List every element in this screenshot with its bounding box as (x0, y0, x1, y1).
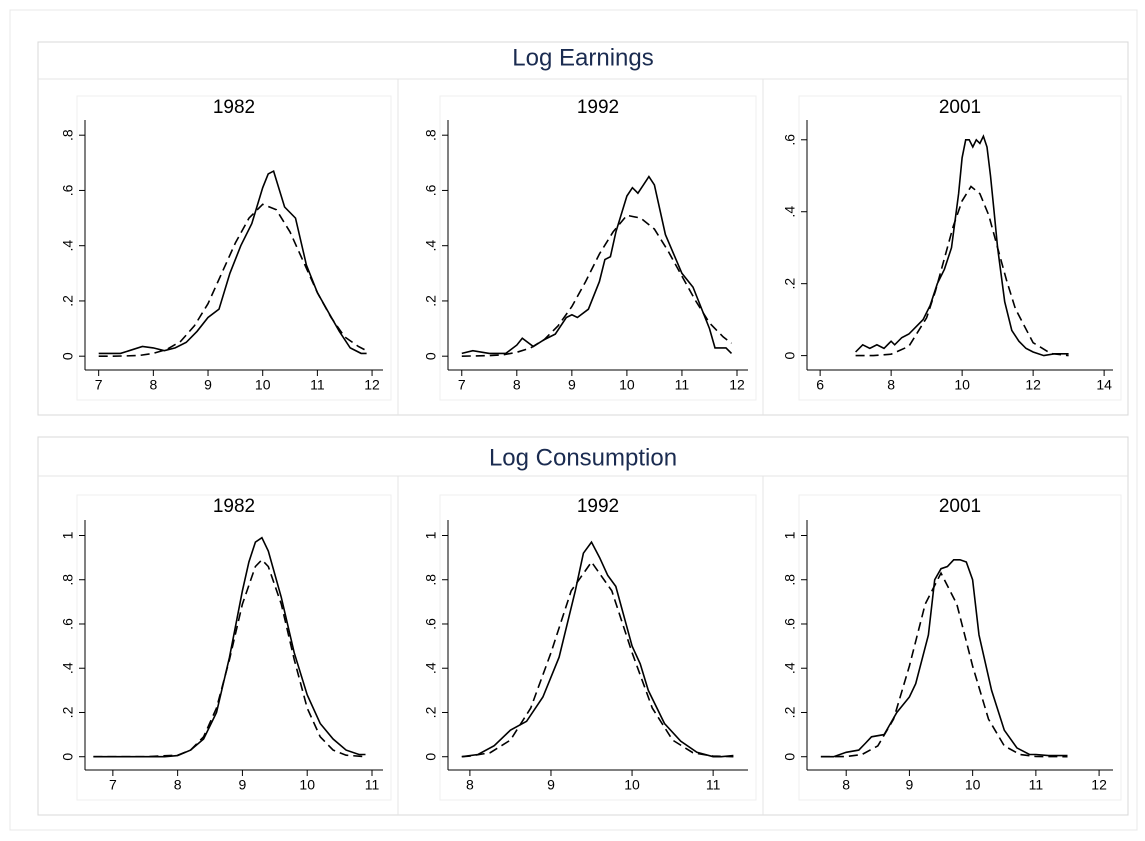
plot-region (798, 494, 1122, 801)
y-tick-label: .4 (423, 662, 439, 674)
y-tick-label: 1 (782, 531, 798, 539)
x-tick-label: 12 (729, 377, 745, 393)
plot-region (439, 95, 757, 401)
y-tick-label: .6 (423, 618, 439, 630)
panel-frame (37, 41, 1129, 416)
chart-title: 2001 (939, 97, 981, 118)
x-tick-label: 9 (547, 777, 555, 793)
x-tick-label: 9 (568, 377, 576, 393)
panel-title: Log Consumption (489, 444, 677, 471)
plot-region (76, 494, 392, 801)
x-tick-label: 9 (239, 777, 247, 793)
x-tick-label: 6 (816, 377, 824, 393)
y-tick-label: .6 (60, 618, 76, 630)
x-tick-label: 8 (466, 777, 474, 793)
x-tick-label: 8 (149, 377, 157, 393)
x-tick-label: 12 (364, 377, 380, 393)
y-tick-label: 1 (423, 531, 439, 539)
x-tick-label: 14 (1096, 377, 1112, 393)
density-line (461, 560, 734, 758)
x-tick-label: 12 (1091, 777, 1107, 793)
y-tick-label: .2 (782, 706, 798, 718)
y-tick-label: 1 (60, 531, 76, 539)
density-line (98, 203, 367, 357)
y-tick-label: .4 (423, 240, 439, 252)
x-tick-label: 9 (204, 377, 212, 393)
y-tick-label: .8 (423, 129, 439, 141)
x-tick-label: 10 (624, 777, 640, 793)
x-tick-label: 10 (619, 377, 635, 393)
y-tick-label: .8 (423, 574, 439, 586)
density-line (93, 558, 366, 758)
y-tick-label: .2 (60, 706, 76, 718)
chart-title: 2001 (939, 496, 981, 517)
x-tick-label: 10 (954, 377, 970, 393)
y-tick-label: .4 (782, 662, 798, 674)
density-line (461, 540, 734, 758)
y-tick-label: .4 (782, 206, 798, 218)
density-line (461, 214, 732, 357)
x-tick-label: 11 (706, 777, 721, 793)
y-tick-label: .8 (60, 574, 76, 586)
panel-frame (37, 436, 1129, 816)
x-tick-label: 8 (887, 377, 895, 393)
plot-region (439, 494, 757, 801)
y-tick-label: 0 (423, 753, 439, 761)
y-tick-label: .8 (782, 574, 798, 586)
y-tick-label: 0 (423, 352, 439, 360)
y-tick-label: .4 (60, 662, 76, 674)
y-tick-label: .2 (423, 295, 439, 307)
density-line (820, 571, 1068, 758)
x-tick-label: 10 (965, 777, 981, 793)
y-tick-label: 0 (60, 753, 76, 761)
density-line (820, 559, 1068, 758)
y-tick-label: .6 (782, 618, 798, 630)
x-tick-label: 7 (95, 377, 103, 393)
chart-title: 1982 (213, 97, 255, 118)
x-tick-label: 12 (1025, 377, 1041, 393)
x-tick-label: 11 (675, 377, 690, 393)
y-tick-label: .6 (60, 184, 76, 196)
density-line (98, 169, 367, 355)
x-tick-label: 11 (1029, 777, 1044, 793)
panel-title: Log Earnings (512, 44, 653, 71)
y-tick-label: 0 (782, 753, 798, 761)
plot-region (76, 95, 392, 401)
x-tick-label: 7 (458, 377, 466, 393)
y-tick-label: .6 (423, 184, 439, 196)
chart-title: 1982 (213, 496, 255, 517)
y-tick-label: .2 (60, 295, 76, 307)
y-tick-label: .4 (60, 240, 76, 252)
y-tick-label: 0 (60, 352, 76, 360)
x-tick-label: 9 (906, 777, 914, 793)
x-tick-label: 7 (109, 777, 117, 793)
x-tick-label: 10 (299, 777, 315, 793)
y-tick-label: .2 (782, 278, 798, 290)
x-tick-label: 10 (255, 377, 271, 393)
x-tick-label: 8 (174, 777, 182, 793)
plot-region (798, 95, 1122, 401)
y-tick-label: .6 (782, 134, 798, 146)
chart-title: 1992 (577, 496, 619, 517)
x-tick-label: 8 (513, 377, 521, 393)
density-line (855, 185, 1069, 357)
chart-title: 1992 (577, 97, 619, 118)
x-tick-label: 11 (365, 777, 380, 793)
density-line (461, 175, 733, 355)
y-tick-label: .2 (423, 706, 439, 718)
y-tick-label: 0 (782, 352, 798, 360)
x-tick-label: 11 (310, 377, 325, 393)
y-tick-label: .8 (60, 129, 76, 141)
density-line (855, 134, 1069, 357)
x-tick-label: 8 (842, 777, 850, 793)
